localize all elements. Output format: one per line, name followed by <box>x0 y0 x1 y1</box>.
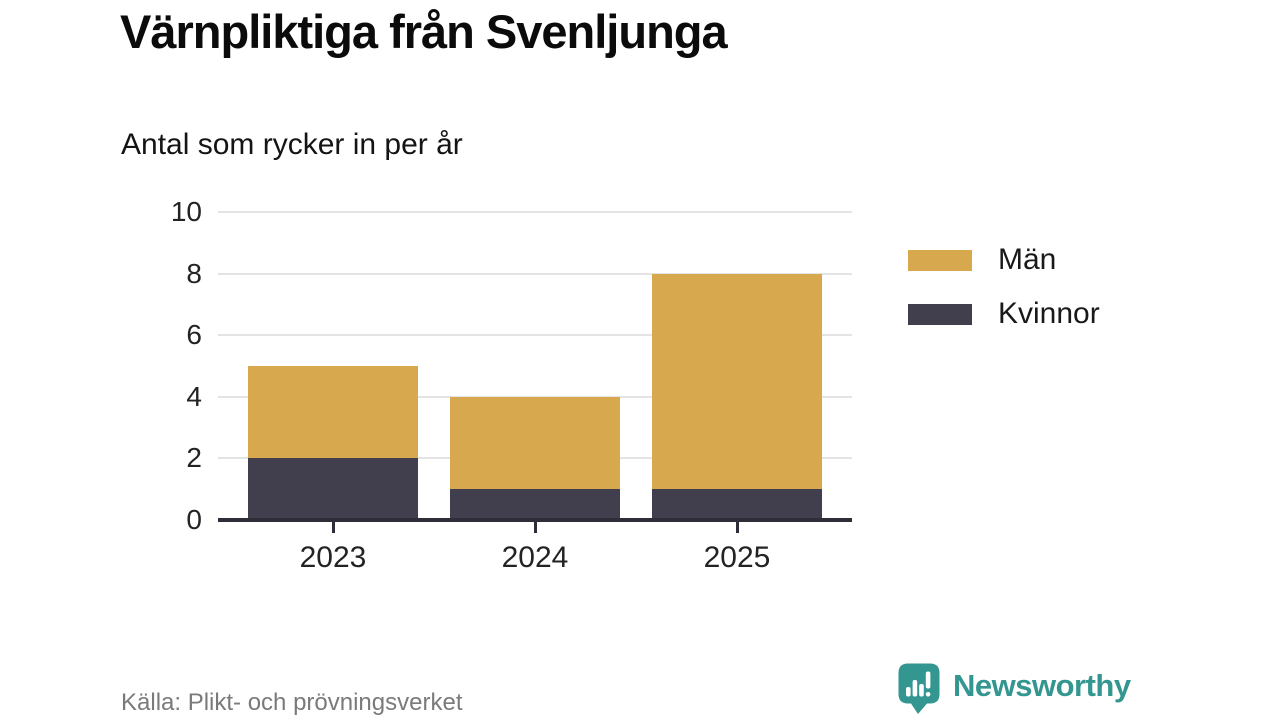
x-tick-mark-2023 <box>331 522 335 533</box>
gridline-8 <box>218 272 852 275</box>
x-tick-label-2024: 2024 <box>501 541 569 574</box>
newsworthy-wordmark: Newsworthy <box>953 668 1131 703</box>
bar-segment-män-2025 <box>652 273 822 490</box>
x-tick-mark-2025 <box>735 522 739 533</box>
y-tick-label: 10 <box>170 196 202 227</box>
gridline-6 <box>218 334 852 337</box>
source-note: Källa: Plikt- och prövningsverket <box>121 689 463 716</box>
legend-item-women: Kvinnor <box>908 299 1100 329</box>
legend: Män Kvinnor <box>908 245 1100 329</box>
chart-title: Värnpliktiga från Svenljunga <box>120 5 728 58</box>
legend-label-women: Kvinnor <box>998 297 1100 330</box>
speech-bubble-shape <box>898 663 940 714</box>
legend-swatch-men <box>908 249 972 271</box>
legend-item-men: Män <box>908 245 1100 275</box>
y-tick-label: 6 <box>186 319 202 351</box>
bar-segment-kvinnor-2024 <box>450 489 620 520</box>
bar-segment-kvinnor-2023 <box>248 458 418 520</box>
y-tick-label: 8 <box>186 257 202 289</box>
legend-swatch-women <box>908 303 972 325</box>
bar-segment-män-2023 <box>248 366 418 459</box>
chart-subtitle: Antal som rycker in per år <box>121 128 463 161</box>
newsworthy-logo: Newsworthy <box>898 663 1131 715</box>
gridline-10 <box>218 211 852 213</box>
bar-chart-speech-bubble-icon <box>898 663 940 714</box>
bar-segment-män-2024 <box>450 396 620 490</box>
y-tick-label: 2 <box>186 442 202 474</box>
y-tick-label: 0 <box>186 504 202 535</box>
x-tick-label-2023: 2023 <box>299 541 367 574</box>
x-tick-mark-2024 <box>533 522 537 533</box>
bar-segment-kvinnor-2025 <box>652 489 822 520</box>
legend-label-men: Män <box>998 243 1057 276</box>
x-axis-line <box>218 518 852 522</box>
y-tick-label: 4 <box>186 380 202 412</box>
x-tick-label-2025: 2025 <box>703 541 771 574</box>
